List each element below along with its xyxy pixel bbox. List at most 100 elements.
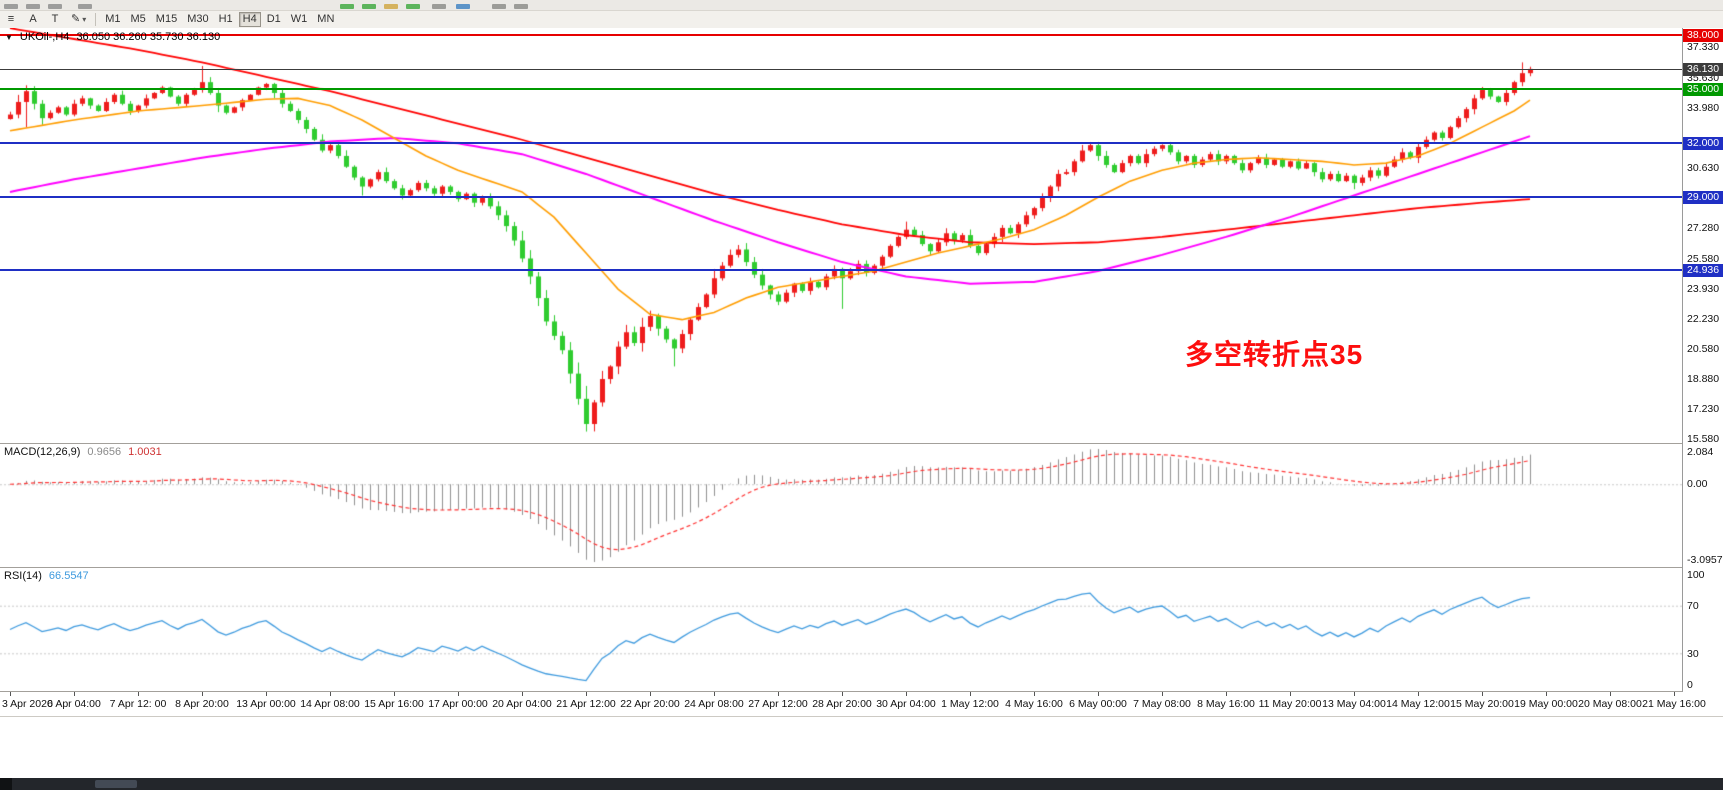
rsi-scale-0: 0 bbox=[1687, 679, 1693, 691]
panel-separator[interactable] bbox=[0, 443, 1723, 444]
window-edge-line bbox=[0, 716, 1723, 717]
time-axis[interactable]: 3 Apr 2020 6 Apr 04:00 7 Apr 12: 00 8 Apr 2… bbox=[0, 692, 1723, 716]
timeframe-button-d1[interactable]: D1 bbox=[266, 13, 281, 25]
time-label: 13 Apr 00:00 bbox=[236, 698, 296, 710]
macd-value-signal: 1.0031 bbox=[128, 446, 162, 458]
level-price-tag: 32.000 bbox=[1683, 136, 1723, 150]
cropped-icon bbox=[432, 4, 446, 9]
time-tick bbox=[1354, 692, 1355, 696]
macd-scale-min: -3.0957 bbox=[1687, 554, 1723, 566]
quote-ohlc: 36.050 36.260 35.730 36.130 bbox=[76, 31, 221, 43]
time-tick bbox=[1034, 692, 1035, 696]
level-price-tag: 38.000 bbox=[1683, 28, 1723, 42]
level-line-24.936[interactable] bbox=[0, 269, 1682, 272]
level-line-32.000[interactable] bbox=[0, 142, 1682, 145]
rsi-scale-70: 70 bbox=[1687, 600, 1699, 612]
time-label: 6 May 00:00 bbox=[1069, 698, 1127, 710]
cropped-icon bbox=[514, 4, 528, 9]
rsi-label: RSI(14) bbox=[4, 570, 42, 582]
timeframe-button-m1[interactable]: M1 bbox=[105, 13, 121, 25]
time-label: 17 Apr 00:00 bbox=[428, 698, 488, 710]
time-label: 30 Apr 04:00 bbox=[876, 698, 936, 710]
level-price-tag: 24.936 bbox=[1683, 263, 1723, 277]
price-chart-canvas[interactable] bbox=[0, 28, 1682, 443]
timeframe-button-m15[interactable]: M15 bbox=[155, 13, 178, 25]
level-price-tag: 35.000 bbox=[1683, 82, 1723, 96]
cropped-icon bbox=[406, 4, 420, 9]
time-tick bbox=[458, 692, 459, 696]
timeframe-toolbar: M1 M5 M15 M30 H1 H4 D1 W1 MN bbox=[100, 11, 339, 28]
level-line-38.000[interactable] bbox=[0, 34, 1682, 37]
time-label: 11 May 20:00 bbox=[1258, 698, 1322, 710]
price-scale-label: 27.280 bbox=[1687, 222, 1720, 235]
level-line-29.000[interactable] bbox=[0, 196, 1682, 199]
rsi-value: 66.5547 bbox=[48, 570, 89, 582]
time-tick bbox=[714, 692, 715, 696]
time-tick bbox=[1482, 692, 1483, 696]
cropped-icon bbox=[26, 4, 40, 9]
taskbar-app-button[interactable] bbox=[95, 780, 137, 788]
current-price-tag: 36.130 bbox=[1683, 62, 1723, 76]
time-label: 28 Apr 20:00 bbox=[812, 698, 872, 710]
timeframe-button-m5[interactable]: M5 bbox=[130, 13, 146, 25]
timeframe-button-h1[interactable]: H1 bbox=[218, 13, 233, 25]
symbol-label: UKOil-,H4 bbox=[19, 31, 70, 43]
time-tick bbox=[1098, 692, 1099, 696]
time-tick bbox=[906, 692, 907, 696]
draw-tools-icon[interactable]: ✎ ▾ bbox=[71, 13, 87, 25]
price-scale-label: 37.330 bbox=[1687, 41, 1720, 54]
cropped-icon bbox=[492, 4, 506, 9]
timeframe-button-mn[interactable]: MN bbox=[317, 13, 335, 25]
time-label: 22 Apr 20:00 bbox=[620, 698, 680, 710]
price-scale[interactable]: 2.084 0.00 -3.0957 100 70 30 0 38.000 35.… bbox=[1682, 28, 1723, 692]
time-tick bbox=[778, 692, 779, 696]
time-tick bbox=[202, 692, 203, 696]
taskbar-corner-icon[interactable] bbox=[0, 778, 12, 790]
cropped-icon bbox=[362, 4, 376, 9]
cropped-icon bbox=[340, 4, 354, 9]
chart-menu-arrow-icon[interactable]: ▼ bbox=[5, 32, 13, 42]
current-price-line[interactable] bbox=[0, 69, 1682, 71]
time-label: 19 May 00:00 bbox=[1514, 698, 1578, 710]
time-label: 6 Apr 04:00 bbox=[47, 698, 101, 710]
time-label: 27 Apr 12:00 bbox=[748, 698, 808, 710]
time-label: 13 May 04:00 bbox=[1322, 698, 1386, 710]
time-label: 15 Apr 16:00 bbox=[364, 698, 424, 710]
price-scale-label: 17.230 bbox=[1687, 403, 1720, 416]
text-box-icon[interactable]: T bbox=[51, 13, 59, 25]
time-tick bbox=[1546, 692, 1547, 696]
time-tick bbox=[1610, 692, 1611, 696]
time-tick bbox=[1290, 692, 1291, 696]
cropped-icon bbox=[78, 4, 92, 9]
time-label: 14 May 12:00 bbox=[1386, 698, 1450, 710]
macd-scale-zero: 0.00 bbox=[1687, 478, 1708, 491]
time-label: 15 May 20:00 bbox=[1450, 698, 1514, 710]
chart-annotation-text[interactable]: 多空转折点35 bbox=[1185, 339, 1364, 370]
time-label: 7 Apr 12: 00 bbox=[109, 698, 167, 710]
macd-canvas[interactable] bbox=[0, 444, 1682, 567]
panel-separator[interactable] bbox=[0, 567, 1723, 568]
cropped-icon bbox=[456, 4, 470, 9]
timeframe-button-h4[interactable]: H4 bbox=[238, 12, 261, 27]
price-scale-label: 18.880 bbox=[1687, 373, 1720, 386]
text-label-icon[interactable]: A bbox=[29, 13, 37, 25]
rsi-label-line: RSI(14) 66.5547 bbox=[4, 570, 89, 582]
chart-list-icon[interactable]: ≡ bbox=[7, 13, 15, 25]
toolbar-tools-group: ≡ A T ✎ ▾ bbox=[0, 11, 91, 28]
cropped-icon bbox=[48, 4, 62, 9]
symbol-quote-line: ▼ UKOil-,H4 36.050 36.260 35.730 36.130 bbox=[5, 31, 220, 43]
macd-label: MACD(12,26,9) bbox=[4, 446, 81, 458]
price-scale-label: 15.580 bbox=[1687, 432, 1720, 445]
time-label: 1 May 12:00 bbox=[941, 698, 999, 710]
time-label: 21 Apr 12:00 bbox=[556, 698, 616, 710]
time-tick bbox=[266, 692, 267, 696]
rsi-scale-100: 100 bbox=[1687, 569, 1705, 581]
time-label: 8 May 16:00 bbox=[1197, 698, 1255, 710]
rsi-canvas[interactable] bbox=[0, 568, 1682, 691]
main-toolbar: ≡ A T ✎ ▾ M1 M5 M15 M30 H1 H4 D1 W1 MN bbox=[0, 11, 1723, 29]
level-line-35.000[interactable] bbox=[0, 88, 1682, 91]
time-tick bbox=[394, 692, 395, 696]
time-tick bbox=[522, 692, 523, 696]
timeframe-button-m30[interactable]: M30 bbox=[187, 13, 209, 25]
timeframe-button-w1[interactable]: W1 bbox=[290, 13, 308, 25]
